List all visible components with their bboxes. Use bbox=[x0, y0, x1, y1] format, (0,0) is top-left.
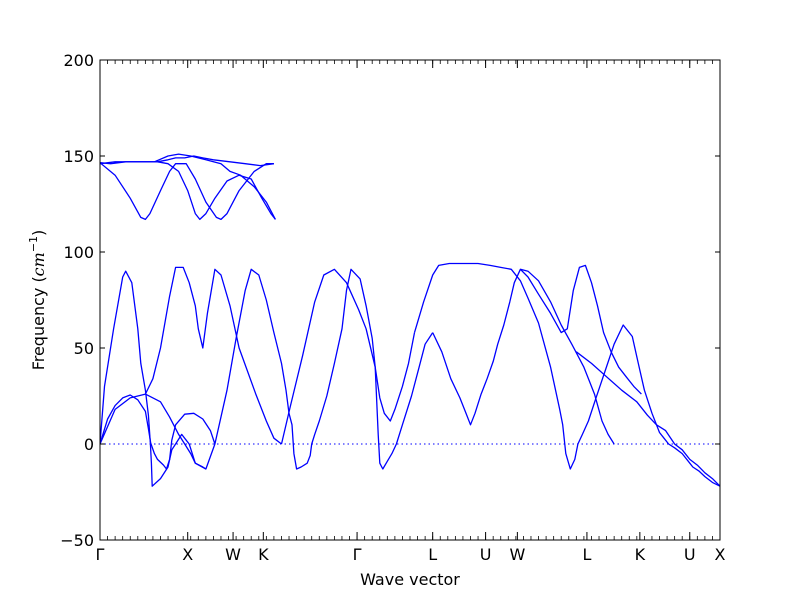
x-tick-label: U bbox=[480, 545, 492, 564]
band-line-9 bbox=[575, 351, 720, 487]
x-tick-label: Γ bbox=[96, 545, 105, 564]
x-tick-label: U bbox=[684, 545, 696, 564]
x-tick-label: W bbox=[225, 545, 241, 564]
band-line-8 bbox=[519, 264, 642, 395]
y-axis-label-text: Frequency ( bbox=[29, 276, 48, 370]
x-tick-label: W bbox=[509, 545, 525, 564]
plot-area bbox=[100, 60, 720, 540]
band-line-4 bbox=[144, 266, 282, 445]
x-tick-label: K bbox=[635, 545, 646, 564]
y-tick-label: 100 bbox=[63, 243, 94, 262]
band-line-7 bbox=[432, 268, 615, 445]
x-tick-label: X bbox=[182, 545, 193, 564]
y-tick-label: 150 bbox=[63, 147, 94, 166]
band-lines bbox=[100, 153, 720, 487]
x-tick-label: L bbox=[582, 545, 591, 564]
band-line-5 bbox=[280, 268, 416, 445]
axis-ticks bbox=[99, 59, 721, 541]
band-line-1 bbox=[100, 268, 434, 470]
y-tick-label: 200 bbox=[63, 51, 94, 70]
y-tick-label: 0 bbox=[84, 435, 94, 454]
band-line-3 bbox=[100, 393, 207, 470]
x-tick-label: Γ bbox=[353, 545, 362, 564]
band-line-6 bbox=[413, 262, 720, 487]
band-line-13 bbox=[154, 153, 276, 220]
band-line-12 bbox=[100, 161, 276, 221]
y-axis-label-exponent: −1 bbox=[27, 236, 40, 252]
y-axis-label-unit: cm bbox=[29, 252, 48, 276]
x-tick-label: X bbox=[715, 545, 726, 564]
x-axis-label: Wave vector bbox=[360, 570, 460, 589]
x-tick-label: K bbox=[258, 545, 269, 564]
y-tick-label: 50 bbox=[74, 339, 94, 358]
band-line-11 bbox=[100, 162, 274, 221]
x-tick-label: L bbox=[428, 545, 437, 564]
band-line-2 bbox=[100, 270, 216, 487]
y-tick-label: −50 bbox=[60, 531, 94, 550]
y-axis-label: Frequency (cm−1) bbox=[27, 230, 48, 371]
plot-frame bbox=[99, 59, 721, 541]
y-axis-label-close: ) bbox=[29, 230, 48, 236]
